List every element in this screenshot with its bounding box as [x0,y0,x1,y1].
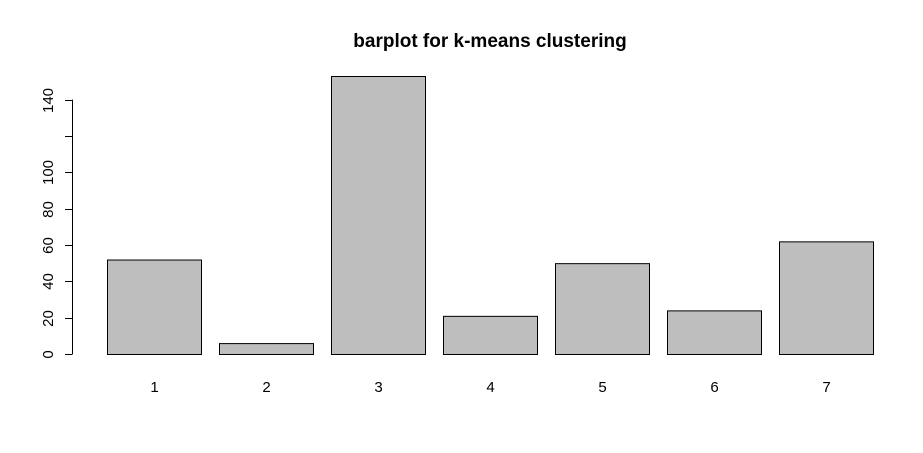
y-tick-label-60: 60 [40,237,57,254]
y-tick-label-20: 20 [40,310,57,327]
y-tick-label-80: 80 [40,201,57,218]
y-tick-label-0: 0 [40,350,57,358]
bar-2 [219,343,314,356]
y-tick-label-40: 40 [40,273,57,290]
x-tick-label-5: 5 [598,379,606,396]
y-tick-label-140: 140 [40,88,57,113]
bar-6 [667,310,762,355]
x-tick-label-3: 3 [374,379,382,396]
bar-1 [107,259,202,355]
x-tick-label-6: 6 [710,379,718,396]
x-axis-labels: 1 2 3 4 5 6 7 [150,379,830,396]
bar-5 [555,263,650,355]
x-tick-label-4: 4 [486,379,494,396]
y-tick-label-100: 100 [40,160,57,185]
bar-4 [443,315,538,356]
bar-7 [779,241,874,355]
y-axis: 0 20 40 60 80 100 140 [40,88,73,359]
x-tick-label-7: 7 [822,379,830,396]
chart-title: barplot for k-means clustering [353,31,626,52]
x-tick-label-1: 1 [150,379,158,396]
bar-3 [331,76,426,355]
bars [107,76,874,356]
x-tick-label-2: 2 [262,379,270,396]
